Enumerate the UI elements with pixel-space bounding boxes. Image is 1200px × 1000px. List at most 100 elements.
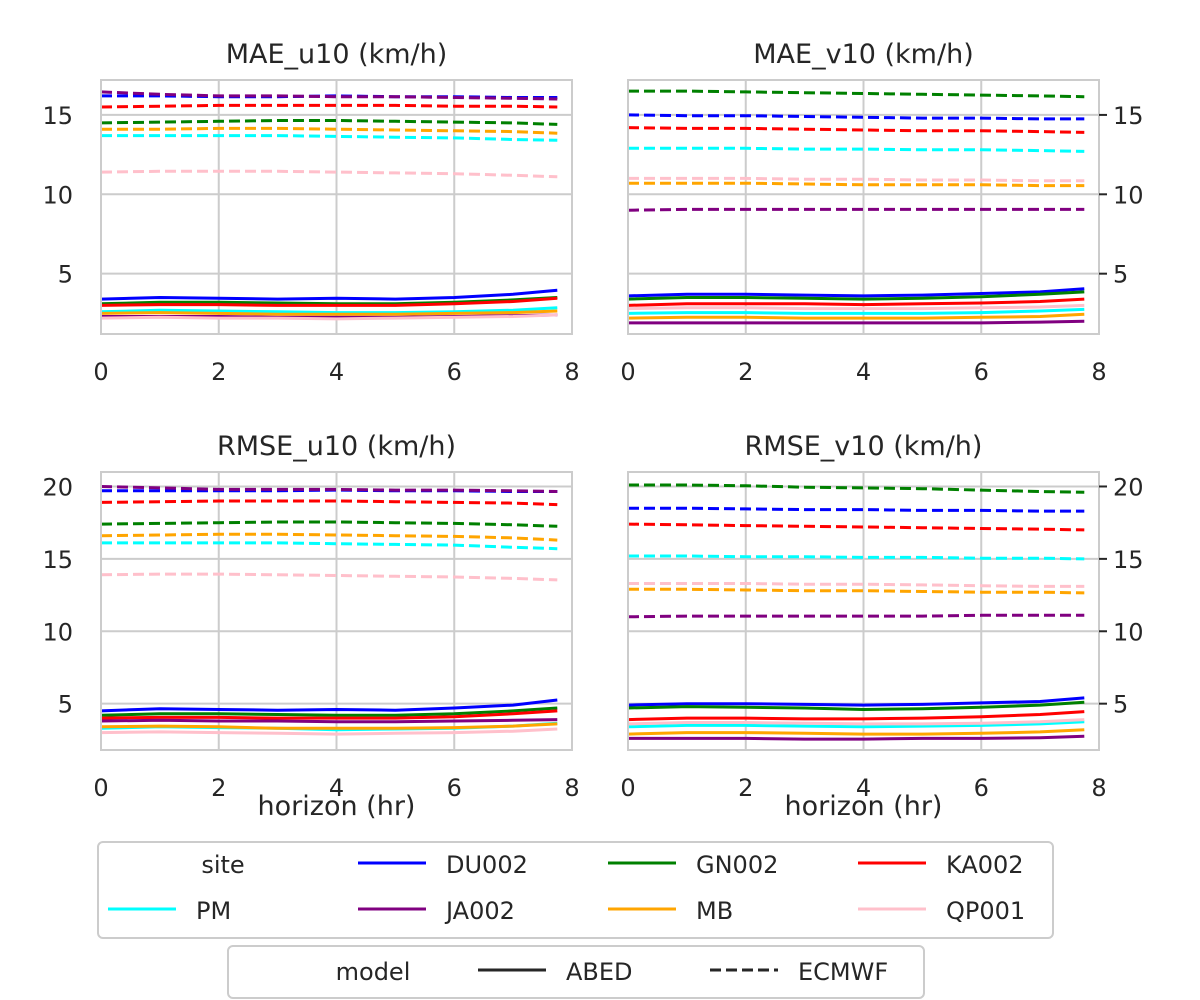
series-gn002-ecmwf: [628, 89, 1085, 99]
series-du002-ecmwf: [628, 506, 1085, 513]
panel-title-rmse-v10-km-h: RMSE_v10 (km/h): [745, 431, 983, 462]
series-gn002-abed: [101, 296, 558, 306]
series-pm-ecmwf: [101, 541, 558, 551]
legend-label: QP001: [946, 897, 1025, 925]
panel-rmse-u10: RMSE_u10 (km/h) 0 2 4 6 8 5 10 15 20 horizon (hr): [42, 431, 579, 822]
legend-entry-pm: PM: [108, 897, 231, 925]
legend-label: KA002: [946, 851, 1024, 879]
x-tick-label: 6: [447, 358, 462, 386]
x-tick-label: 6: [974, 358, 989, 386]
x-tick-label: 0: [93, 774, 108, 802]
series-gn002-abed: [101, 706, 558, 717]
legend-site-frame: [97, 841, 1054, 939]
series-mb-abed: [628, 728, 1085, 736]
legend-entry-gn002: GN002: [608, 851, 778, 879]
series-ka002-ecmwf: [628, 522, 1085, 532]
series-gn002-ecmwf: [101, 520, 558, 528]
series-ja002-abed: [628, 319, 1085, 325]
x-tick-label: 8: [564, 358, 579, 386]
series-ka002-abed: [628, 297, 1085, 307]
series-mb-abed: [628, 312, 1085, 320]
series-lines: [101, 90, 558, 321]
series-pm-abed: [628, 720, 1085, 729]
x-tick-label: 8: [1091, 774, 1106, 802]
x-tick-label: 8: [564, 774, 579, 802]
y-tick-label: 15: [1113, 102, 1144, 130]
axes-frame: [100, 79, 573, 335]
x-tick-label: 4: [329, 774, 344, 802]
legend-entry-ecmwf: ECMWF: [710, 958, 888, 986]
x-tick-label: 2: [738, 358, 753, 386]
legend-site: site DU002 GN002 KA002 PM JA002 MB QP001: [97, 841, 1054, 939]
panel-title-mae-v10-km-h: MAE_v10 (km/h): [753, 39, 973, 70]
panel-title-mae-u10-km-h: MAE_u10 (km/h): [226, 39, 448, 70]
panel-title-rmse-u10-km-h: RMSE_u10 (km/h): [217, 431, 456, 462]
series-pm-ecmwf: [628, 146, 1085, 153]
series-pm-abed: [101, 306, 558, 315]
legend-site-title: site: [201, 851, 244, 879]
legend-label: GN002: [696, 851, 778, 879]
series-ja002-ecmwf: [628, 613, 1085, 619]
y-tick-label: 15: [42, 546, 73, 574]
y-tick-label: 10: [42, 618, 73, 646]
legend-entry-ja002: JA002: [358, 897, 515, 925]
series-lines: [101, 485, 558, 736]
series-mb-abed: [101, 722, 558, 730]
legend-label: ABED: [566, 958, 633, 986]
series-lines: [628, 89, 1085, 325]
series-ja002-abed: [628, 734, 1085, 741]
legend-entry-abed: ABED: [478, 958, 633, 986]
legend-label: MB: [696, 897, 733, 925]
series-ka002-abed: [101, 709, 558, 720]
series-mb-ecmwf: [628, 181, 1085, 188]
series-qp001-abed: [628, 718, 1085, 726]
series-lines: [628, 483, 1085, 741]
x-tick-label: 4: [856, 358, 871, 386]
series-ja002-ecmwf: [101, 485, 558, 493]
x-tick-label: 0: [620, 358, 635, 386]
legend-entry-mb: MB: [608, 897, 733, 925]
series-du002-abed: [101, 288, 558, 301]
y-tick-label: 10: [1113, 618, 1144, 646]
axes-frame: [100, 471, 573, 751]
series-gn002-abed: [628, 290, 1085, 301]
y-tick-label: 20: [42, 473, 73, 501]
legend-entry-ka002: KA002: [858, 851, 1024, 879]
x-axis-label: horizon (hr): [785, 791, 943, 822]
series-qp001-abed: [628, 303, 1085, 311]
series-du002-abed: [628, 287, 1085, 298]
series-ka002-ecmwf: [101, 499, 558, 507]
series-du002-ecmwf: [628, 113, 1085, 121]
series-mb-abed: [101, 309, 558, 316]
y-tick-label: 15: [42, 102, 73, 130]
legend-model: model ABED ECMWF: [227, 945, 925, 999]
legend-label: ECMWF: [798, 958, 888, 986]
series-pm-ecmwf: [101, 134, 558, 142]
x-tick-label: 4: [856, 774, 871, 802]
series-ka002-ecmwf: [628, 126, 1085, 134]
series-ka002-abed: [628, 710, 1085, 722]
x-tick-label: 2: [738, 774, 753, 802]
x-tick-label: 6: [447, 774, 462, 802]
series-gn002-abed: [628, 700, 1085, 711]
series-qp001-abed: [101, 313, 558, 321]
legend-label: JA002: [444, 897, 515, 925]
y-tick-label: 5: [1113, 261, 1128, 289]
x-tick-label: 6: [974, 774, 989, 802]
series-ka002-abed: [101, 296, 558, 307]
series-ja002-ecmwf: [101, 90, 558, 101]
axes-frame: [627, 79, 1100, 335]
legend-label: DU002: [446, 851, 528, 879]
axes-frame: [627, 471, 1100, 751]
series-qp001-ecmwf: [101, 572, 558, 582]
legend-label: PM: [196, 897, 231, 925]
x-tick-label: 2: [211, 358, 226, 386]
series-qp001-ecmwf: [101, 169, 558, 179]
x-axis-label: horizon (hr): [258, 791, 416, 822]
series-du002-abed: [628, 696, 1085, 707]
series-mb-ecmwf: [628, 587, 1085, 595]
series-ja002-ecmwf: [628, 207, 1085, 212]
panel-rmse-v10: RMSE_v10 (km/h) 0 2 4 6 8 5 10 15 20 horizon (hr): [620, 431, 1143, 822]
legend-model-frame: [227, 945, 925, 999]
